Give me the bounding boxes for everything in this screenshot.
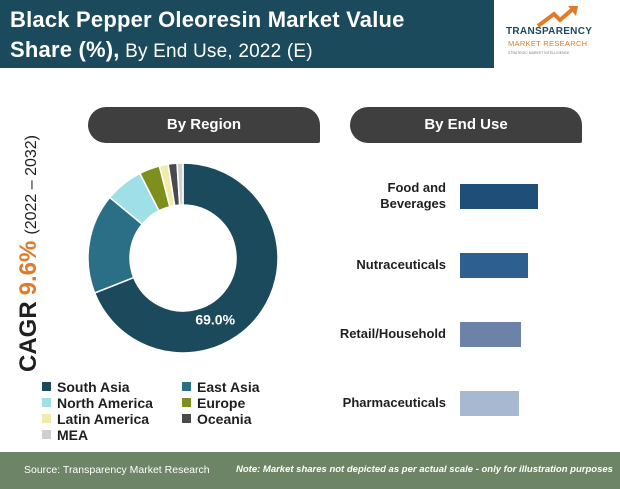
logo-tagline: STRATEGIC MARKET INTELLIGENCE	[508, 51, 570, 55]
bar-food-and-beverages	[460, 184, 538, 209]
bar-category-label: Nutraceuticals	[356, 257, 446, 272]
legend-item-south-asia: South Asia	[42, 379, 130, 395]
region-panel-header: By Region	[88, 107, 320, 143]
donut-slice-mea	[176, 162, 184, 206]
cagr-word: CAGR	[15, 301, 42, 372]
legend-item-mea: MEA	[42, 427, 88, 443]
legend-item-east-asia: East Asia	[182, 379, 260, 395]
page-title-line2: Share (%), By End Use, 2022 (E)	[10, 37, 313, 63]
legend-swatch	[182, 382, 191, 391]
tmr-logo: TRANSPARENCY MARKET RESEARCH STRATEGIC M…	[498, 4, 616, 68]
cagr-period: (2022 – 2032)	[23, 135, 40, 235]
legend-swatch	[182, 414, 191, 423]
legend-item-latin-america: Latin America	[42, 411, 149, 427]
note-text: Note: Market shares not depicted as per …	[236, 464, 613, 475]
legend-swatch	[42, 382, 51, 391]
legend-label: South Asia	[57, 379, 130, 395]
logo-name: TRANSPARENCY	[506, 26, 593, 37]
page-title-line1: Black Pepper Oleoresin Market Value	[10, 7, 405, 32]
title-bold-part: Share (%),	[10, 37, 120, 62]
region-donut-chart: 69.0%	[87, 162, 279, 354]
bar-pharmaceuticals	[460, 391, 519, 416]
legend-label: Europe	[197, 395, 246, 411]
enduse-panel-header: By End Use	[350, 107, 582, 143]
logo-arrow-icon	[536, 6, 578, 28]
legend-swatch	[182, 398, 191, 407]
source-text: Source: Transparency Market Research	[24, 464, 210, 476]
legend-label: MEA	[57, 427, 89, 443]
donut-slice-south-asia	[93, 162, 279, 354]
bar-nutraceuticals	[460, 253, 528, 278]
bar-category-label: Retail/Household	[339, 326, 446, 341]
title-banner: Black Pepper Oleoresin Market Value Shar…	[0, 0, 494, 68]
legend-item-north-america: North America	[42, 395, 153, 411]
donut-data-label: 69.0%	[195, 312, 235, 328]
legend-label: North America	[57, 395, 153, 411]
bar-category-label: Food and Beverages	[380, 180, 446, 211]
legend-item-europe: Europe	[182, 395, 245, 411]
legend-swatch	[42, 414, 51, 423]
bar-category-label: Pharmaceuticals	[342, 395, 446, 410]
svg-text:CAGR9.6%(2022 – 2032): CAGR 9.6% (2022 – 2032)	[15, 135, 42, 372]
legend-swatch	[42, 398, 51, 407]
legend-label: East Asia	[197, 379, 260, 395]
bar-retail-household	[460, 322, 521, 347]
legend-label: Oceania	[197, 411, 252, 427]
logo-subname: MARKET RESEARCH	[508, 39, 588, 48]
legend-label: Latin America	[57, 411, 150, 427]
cagr-value: 9.6%	[15, 241, 42, 296]
legend-item-oceania: Oceania	[182, 411, 251, 427]
cagr-label: CAGR 9.6% (2022 – 2032)	[15, 135, 42, 372]
footer: Source: Transparency Market Research Not…	[0, 452, 620, 489]
legend-swatch	[42, 430, 51, 439]
title-subtitle: By End Use, 2022 (E)	[119, 41, 313, 62]
